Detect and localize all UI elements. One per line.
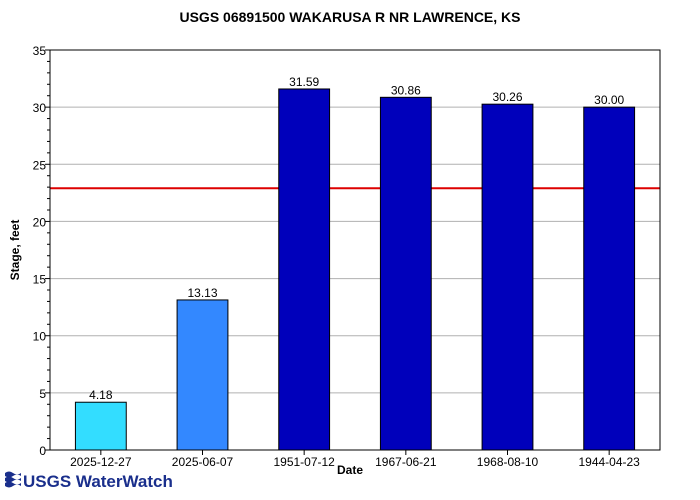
x-tick-label: 1967-06-21 [375,455,437,469]
y-axis-ticks: 0 5 10 15 20 25 30 35 [33,44,50,458]
y-tick-label: 0 [39,444,46,458]
usgs-waterwatch-logo-text: USGS WaterWatch [23,472,173,491]
bar-1944-04-23 [583,106,636,451]
grid-lines [50,106,660,394]
data-label: 30.26 [492,90,522,104]
data-label: 13.13 [187,286,217,300]
bar-2025-06-07 [176,299,229,451]
y-tick-label: 30 [33,101,47,115]
y-tick-label: 20 [33,215,47,229]
x-tick-label: 2025-12-27 [70,455,132,469]
x-tick-label: 1968-08-10 [477,455,539,469]
data-label: 4.18 [89,388,113,402]
data-labels-layer: 4.18 13.13 31.59 30.86 30.26 30.00 [89,75,624,402]
y-tick-label: 35 [33,44,47,58]
plot-frame [49,49,661,451]
data-label: 30.86 [391,83,421,97]
data-label: 30.00 [594,93,624,107]
bar-2025-12-27 [74,401,127,451]
bar-1951-07-12 [278,88,331,451]
y-tick-label: 5 [39,387,46,401]
x-tick-label: 1944-04-23 [578,455,640,469]
y-tick-label: 15 [33,273,47,287]
usgs-wave-icon [5,471,21,488]
y-axis-label: Stage, feet [8,220,22,281]
chart-title: USGS 06891500 WAKARUSA R NR LAWRENCE, KS [179,9,520,25]
y-tick-label: 10 [33,330,47,344]
usgs-logo: USGS WaterWatch [5,471,173,491]
bar-1967-06-21 [379,96,432,451]
bars-layer [74,88,636,451]
x-tick-label: 2025-06-07 [172,455,234,469]
x-tick-label: 1951-07-12 [273,455,335,469]
x-axis-label: Date [337,463,363,477]
x-axis-ticks: 2025-12-27 2025-06-07 1951-07-12 1967-06-21… [70,450,640,469]
bar-1968-08-10 [481,103,534,451]
y-tick-label: 25 [33,158,47,172]
data-label: 31.59 [289,75,319,89]
